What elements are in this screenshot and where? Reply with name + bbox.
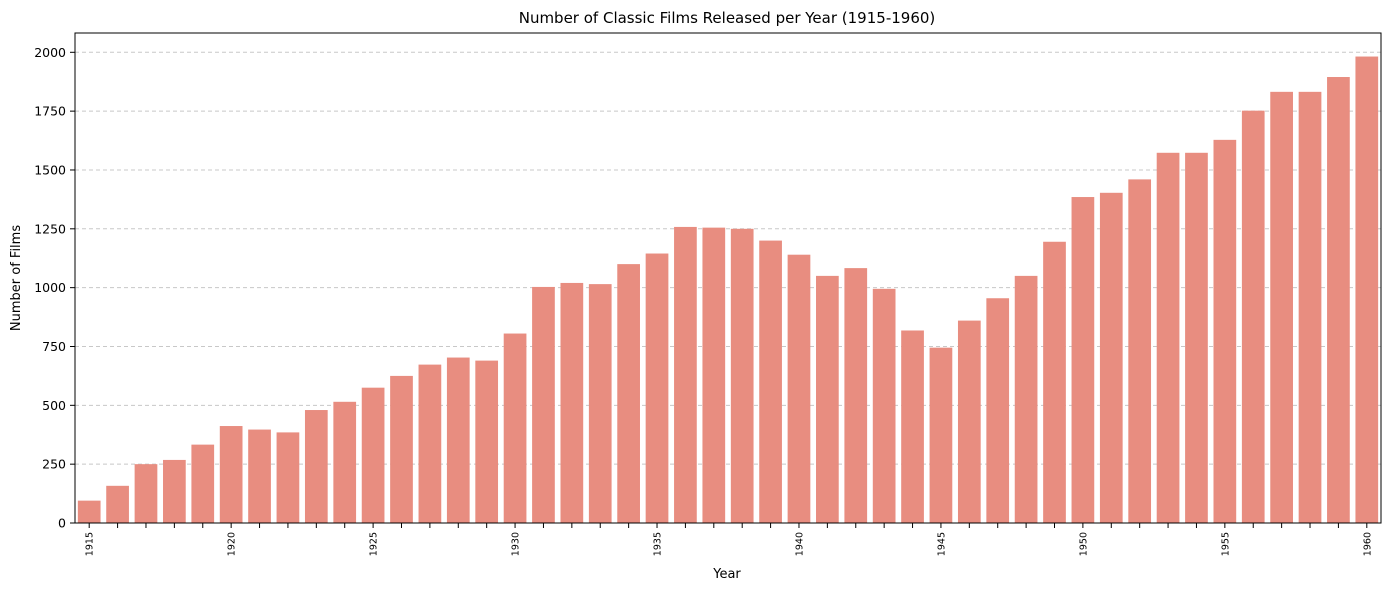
bar-1926 bbox=[390, 375, 413, 523]
bar-1915 bbox=[77, 500, 101, 523]
bar-1931 bbox=[532, 286, 555, 523]
y-axis: 0 250 500 750 1000 1250 1500 1750 2000 bbox=[34, 45, 75, 531]
bar-1939 bbox=[759, 240, 782, 523]
bar-1960 bbox=[1355, 56, 1379, 523]
bar-1934 bbox=[617, 264, 640, 523]
bar-1948 bbox=[1014, 275, 1038, 523]
bars bbox=[77, 56, 1379, 524]
y-tick-label: 1250 bbox=[34, 221, 66, 236]
bar-1953 bbox=[1156, 152, 1180, 524]
y-tick-label: 1750 bbox=[34, 104, 66, 119]
bar-1945 bbox=[929, 347, 953, 523]
bar-1918 bbox=[163, 459, 186, 523]
x-tick-label: 1950 bbox=[1078, 532, 1089, 556]
bar-1947 bbox=[986, 298, 1010, 523]
y-axis-label: Number of Films bbox=[9, 225, 24, 331]
bar-1949 bbox=[1043, 241, 1066, 524]
y-tick-label: 500 bbox=[42, 398, 66, 413]
bar-1916 bbox=[106, 485, 129, 523]
bar-1923 bbox=[304, 410, 328, 523]
bar-1943 bbox=[872, 288, 896, 523]
y-tick-label: 0 bbox=[58, 516, 66, 531]
y-tick-label: 1500 bbox=[34, 162, 66, 177]
y-tick-label: 2000 bbox=[34, 45, 66, 60]
x-axis-label: Year bbox=[712, 567, 741, 582]
bar-1959 bbox=[1327, 77, 1350, 524]
bar-1958 bbox=[1298, 91, 1322, 524]
bar-1941 bbox=[816, 275, 839, 523]
bar-1922 bbox=[276, 432, 300, 523]
x-tick-label: 1915 bbox=[85, 532, 96, 556]
bar-1956 bbox=[1241, 110, 1265, 523]
plot-frame bbox=[74, 32, 1382, 524]
bar-1951 bbox=[1099, 192, 1123, 523]
gridlines bbox=[75, 51, 1381, 465]
bar-1919 bbox=[191, 444, 215, 523]
bar-1938 bbox=[730, 228, 754, 524]
x-tick-label: 1955 bbox=[1220, 532, 1231, 556]
bar-1946 bbox=[957, 320, 981, 523]
bar-1927 bbox=[418, 364, 442, 523]
bar-1957 bbox=[1270, 91, 1293, 524]
x-tick-label: 1925 bbox=[369, 532, 380, 556]
bar-1935 bbox=[645, 253, 669, 523]
y-tick-label: 1000 bbox=[34, 280, 66, 295]
bar-1933 bbox=[588, 284, 612, 523]
bar-1952 bbox=[1128, 179, 1152, 523]
x-tick-label: 1935 bbox=[653, 532, 664, 556]
x-tick-label: 1930 bbox=[511, 532, 522, 556]
bar-1944 bbox=[901, 330, 924, 523]
bar-1930 bbox=[503, 333, 527, 523]
x-tick-label: 1920 bbox=[227, 532, 238, 556]
bar-1921 bbox=[248, 429, 271, 523]
x-tick-label: 1945 bbox=[936, 532, 947, 556]
bar-1954 bbox=[1185, 152, 1208, 524]
bar-1924 bbox=[333, 401, 357, 523]
y-tick-label: 250 bbox=[42, 457, 66, 472]
bar-1955 bbox=[1213, 139, 1237, 523]
bar-1920 bbox=[219, 426, 243, 523]
x-axis: 1915 1920 1925 1930 1935 1940 1945 1950 1955 1960 bbox=[85, 523, 1373, 556]
bar-1925 bbox=[361, 387, 385, 523]
bar-1937 bbox=[702, 227, 726, 524]
bar-1936 bbox=[674, 226, 697, 524]
bar-1928 bbox=[446, 357, 470, 523]
chart-title: Number of Classic Films Released per Yea… bbox=[519, 9, 936, 27]
x-tick-label: 1940 bbox=[794, 532, 805, 556]
bar-1950 bbox=[1071, 197, 1095, 524]
bar-1932 bbox=[560, 282, 584, 523]
bar-1940 bbox=[787, 254, 811, 523]
bar-1917 bbox=[134, 464, 158, 523]
bar-1929 bbox=[475, 360, 499, 523]
bar-1942 bbox=[844, 268, 868, 523]
x-tick-label: 1960 bbox=[1362, 532, 1373, 556]
y-tick-label: 750 bbox=[42, 339, 66, 354]
